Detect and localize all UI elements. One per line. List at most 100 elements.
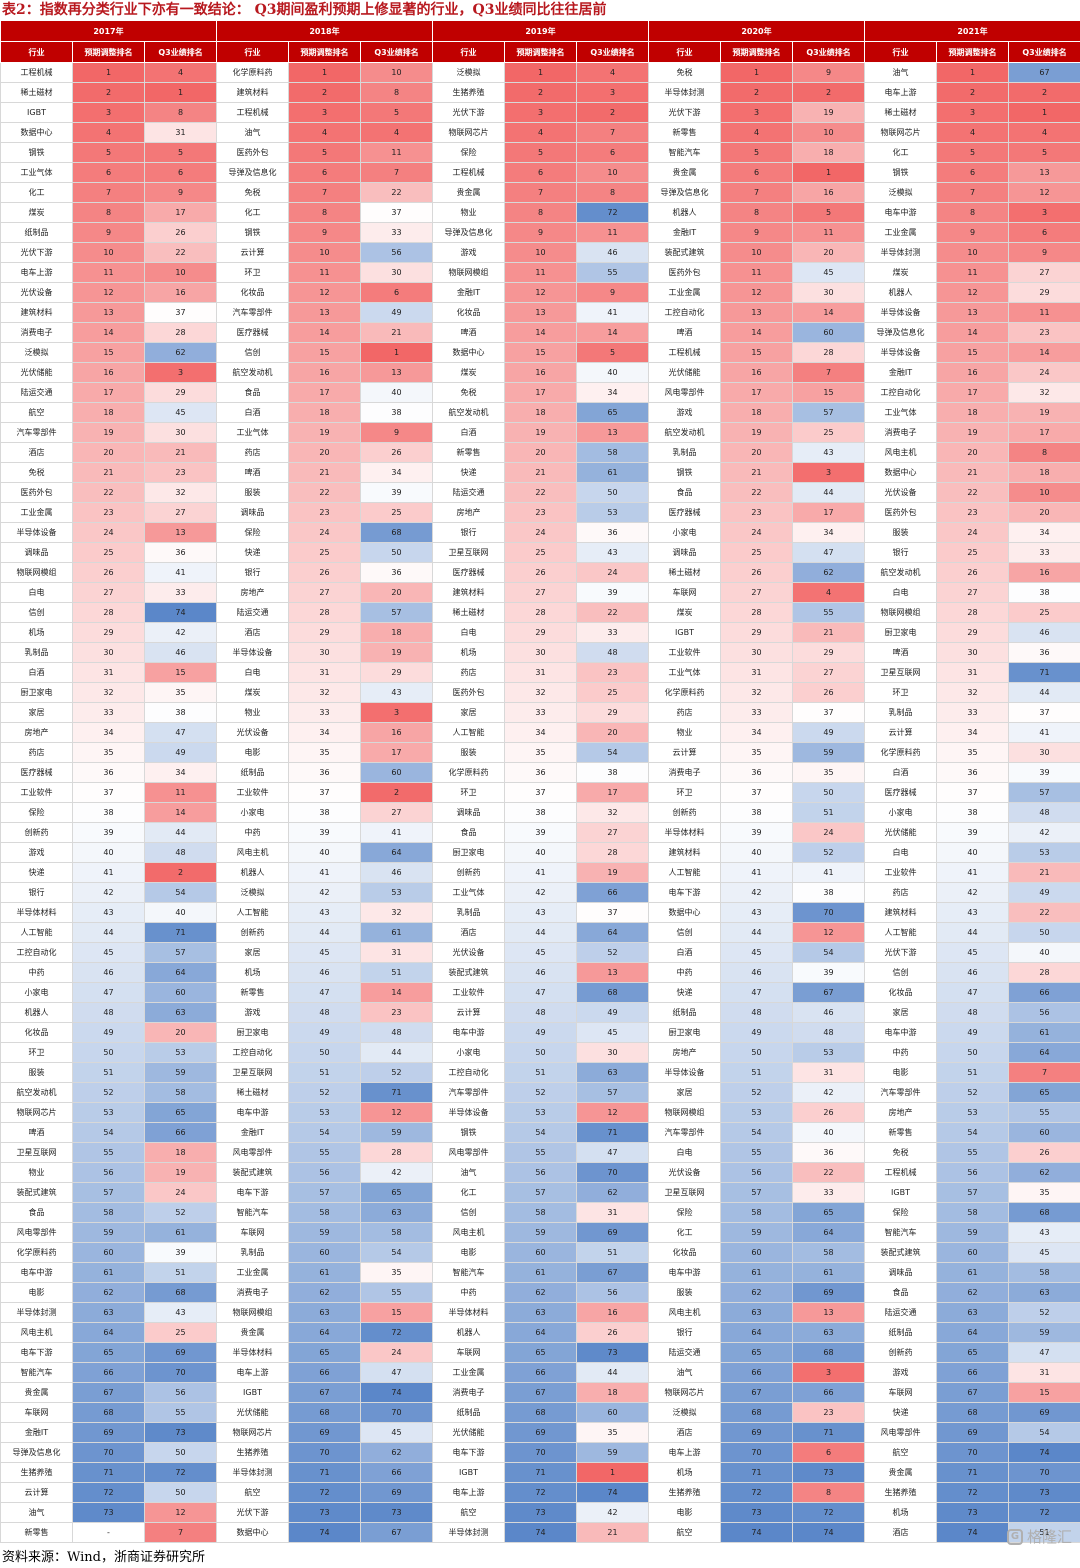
q3-rank-cell: 13: [792, 1302, 865, 1323]
industry-cell: 装配式建筑: [216, 1162, 289, 1183]
industry-cell: 人工智能: [0, 922, 73, 943]
expectation-rank-cell: 33: [936, 702, 1009, 723]
expectation-rank-cell: 2: [720, 82, 793, 103]
table-row: 化妆品 49 20 厨卫家电 49 48 电车中游 49 45 厨卫家电 49 48 电车中游 49 61: [0, 1022, 1080, 1043]
industry-cell: 油气: [648, 1362, 721, 1383]
industry-cell: 信创: [432, 1202, 505, 1223]
industry-cell: 工程机械: [864, 1162, 937, 1183]
q3-rank-cell: 62: [792, 562, 865, 583]
q3-rank-cell: 4: [144, 62, 217, 83]
q3-rank-cell: 8: [792, 1482, 865, 1503]
industry-cell: 创新药: [864, 1342, 937, 1363]
industry-cell: 银行: [216, 562, 289, 583]
expectation-rank-cell: 20: [720, 442, 793, 463]
q3-rank-cell: 17: [360, 742, 433, 763]
q3-rank-cell: 49: [144, 742, 217, 763]
industry-cell: 保险: [648, 1202, 721, 1223]
expectation-rank-cell: 33: [720, 702, 793, 723]
industry-cell: 半导体设备: [864, 342, 937, 363]
industry-cell: 白酒: [216, 402, 289, 423]
q3-rank-cell: 44: [144, 822, 217, 843]
expectation-rank-cell: 2: [936, 82, 1009, 103]
expectation-rank-cell: 17: [288, 382, 361, 403]
expectation-rank-cell: 72: [288, 1482, 361, 1503]
industry-cell: 保险: [0, 802, 73, 823]
industry-cell: 煤炭: [0, 202, 73, 223]
table-row: 创新药 39 44 中药 39 41 食品 39 27 半导体材料 39 24 光伏储能 39 42: [0, 822, 1080, 843]
industry-cell: 工业软件: [432, 982, 505, 1003]
table-row: 物联网模组 26 41 银行 26 36 医疗器械 26 24 稀土磁材 26 62 航空发动机 26 16: [0, 562, 1080, 583]
column-header: 行业: [216, 41, 289, 63]
industry-cell: 电影: [648, 1502, 721, 1523]
q3-rank-cell: 74: [1008, 1442, 1080, 1463]
industry-cell: 创新药: [216, 922, 289, 943]
expectation-rank-cell: 8: [504, 202, 577, 223]
expectation-rank-cell: 62: [504, 1282, 577, 1303]
column-header: Q3业绩排名: [1008, 41, 1080, 63]
industry-cell: 电车上游: [648, 1442, 721, 1463]
q3-rank-cell: 9: [1008, 242, 1080, 263]
q3-rank-cell: 13: [360, 362, 433, 383]
industry-cell: 快递: [864, 1402, 937, 1423]
expectation-rank-cell: 62: [288, 1282, 361, 1303]
industry-cell: 半导体封测: [0, 1302, 73, 1323]
expectation-rank-cell: 32: [72, 682, 145, 703]
table-row: 机器人 48 63 游戏 48 23 云计算 48 49 纸制品 48 46 家居 48 56: [0, 1002, 1080, 1023]
q3-rank-cell: 72: [792, 1502, 865, 1523]
q3-rank-cell: 50: [792, 782, 865, 803]
expectation-rank-cell: 21: [72, 462, 145, 483]
expectation-rank-cell: 53: [504, 1102, 577, 1123]
q3-rank-cell: 10: [144, 262, 217, 283]
expectation-rank-cell: 37: [936, 782, 1009, 803]
industry-cell: 泛模拟: [864, 182, 937, 203]
expectation-rank-cell: 15: [720, 342, 793, 363]
q3-rank-cell: 47: [144, 722, 217, 743]
q3-rank-cell: 44: [576, 1362, 649, 1383]
q3-rank-cell: 56: [576, 1282, 649, 1303]
expectation-rank-cell: 66: [936, 1362, 1009, 1383]
expectation-rank-cell: 30: [720, 642, 793, 663]
q3-rank-cell: 3: [576, 82, 649, 103]
industry-cell: 机场: [432, 642, 505, 663]
industry-cell: 服装: [432, 742, 505, 763]
q3-rank-cell: 2: [576, 102, 649, 123]
q3-rank-cell: 69: [144, 1342, 217, 1363]
expectation-rank-cell: 44: [72, 922, 145, 943]
q3-rank-cell: 27: [576, 822, 649, 843]
expectation-rank-cell: 15: [936, 342, 1009, 363]
expectation-rank-cell: 19: [936, 422, 1009, 443]
expectation-rank-cell: 46: [504, 962, 577, 983]
industry-cell: 钢铁: [432, 1122, 505, 1143]
q3-rank-cell: 36: [792, 1142, 865, 1163]
expectation-rank-cell: 29: [720, 622, 793, 643]
industry-cell: 乳制品: [0, 642, 73, 663]
expectation-rank-cell: 74: [720, 1522, 793, 1543]
q3-rank-cell: 6: [144, 162, 217, 183]
industry-cell: 房地产: [0, 722, 73, 743]
expectation-rank-cell: 37: [720, 782, 793, 803]
expectation-rank-cell: 19: [288, 422, 361, 443]
industry-cell: 生猪养殖: [0, 1462, 73, 1483]
watermark-text: 格隆汇: [1026, 1528, 1072, 1546]
q3-rank-cell: 2: [360, 782, 433, 803]
industry-cell: 服装: [0, 1062, 73, 1083]
q3-rank-cell: 23: [792, 1402, 865, 1423]
q3-rank-cell: 55: [576, 262, 649, 283]
expectation-rank-cell: 6: [72, 162, 145, 183]
table-row: 风电主机 64 25 贵金属 64 72 机器人 64 26 银行 64 63 纸制品 64 59: [0, 1322, 1080, 1343]
expectation-rank-cell: 40: [504, 842, 577, 863]
expectation-rank-cell: 68: [288, 1402, 361, 1423]
column-header: 预期调整排名: [720, 41, 793, 63]
q3-rank-cell: 39: [144, 1242, 217, 1263]
expectation-rank-cell: 28: [504, 602, 577, 623]
table-row: 物联网芯片 53 65 电车中游 53 12 半导体设备 53 12 物联网模组 53 26 房地产 53…: [0, 1102, 1080, 1123]
q3-rank-cell: 40: [576, 362, 649, 383]
q3-rank-cell: 26: [576, 1322, 649, 1343]
table-row: 金融IT 69 73 物联网芯片 69 45 光伏储能 69 35 酒店 69 71 风电零部件 69 54: [0, 1422, 1080, 1443]
table-row: 银行 42 54 泛模拟 42 53 工业气体 42 66 电车下游 42 38 药店 42 49: [0, 882, 1080, 903]
industry-cell: 工控自动化: [432, 1062, 505, 1083]
industry-cell: IGBT: [0, 102, 73, 123]
industry-cell: 化妆品: [648, 1242, 721, 1263]
industry-cell: 光伏下游: [648, 102, 721, 123]
expectation-rank-cell: 40: [72, 842, 145, 863]
